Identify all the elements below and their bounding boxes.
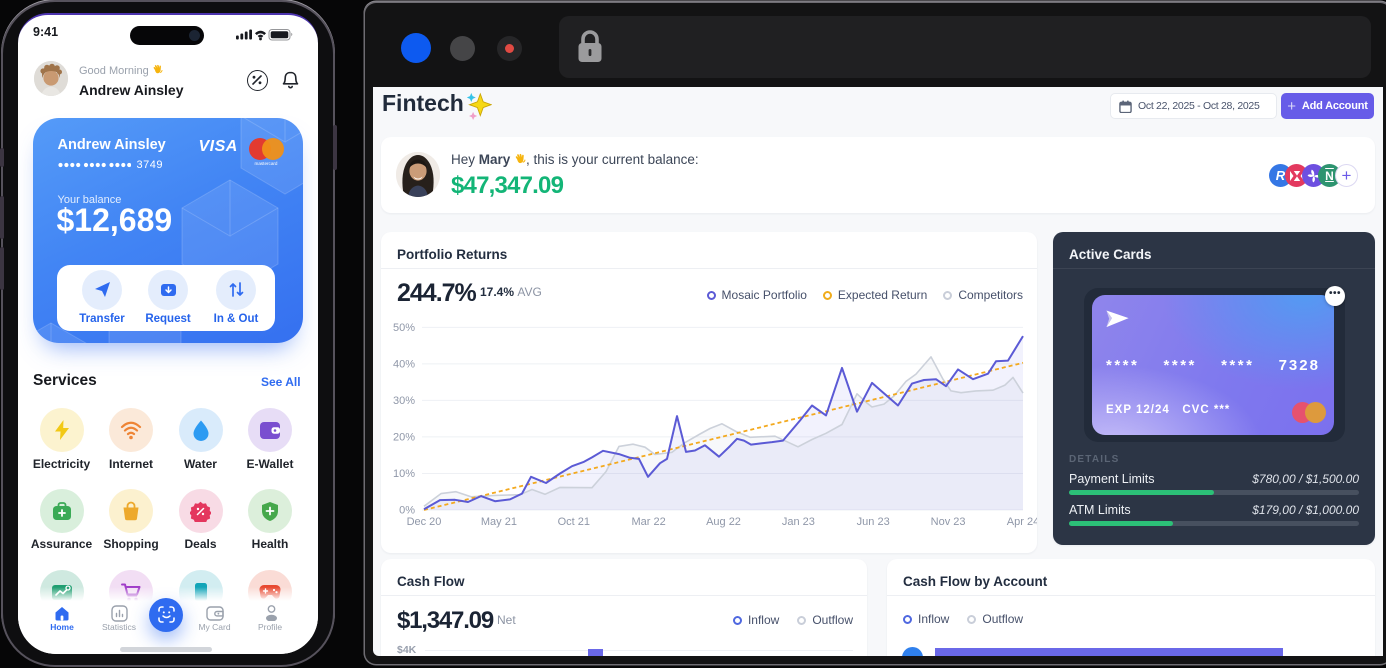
svg-text:0%: 0% (399, 505, 415, 517)
svg-text:40%: 40% (393, 358, 415, 370)
svg-text:Oct 21: Oct 21 (558, 516, 590, 528)
svg-text:Apr 24: Apr 24 (1007, 516, 1037, 528)
svg-text:Jan 23: Jan 23 (782, 516, 815, 528)
svg-text:mastercard: mastercard (254, 161, 277, 166)
svg-text:Nov 23: Nov 23 (931, 516, 966, 528)
svg-text:20%: 20% (393, 431, 415, 443)
svg-text:30%: 30% (393, 395, 415, 407)
svg-text:50%: 50% (393, 322, 415, 334)
svg-text:Jun 23: Jun 23 (857, 516, 890, 528)
svg-text:May 21: May 21 (481, 516, 517, 528)
svg-text:10%: 10% (393, 468, 415, 480)
svg-text:Aug 22: Aug 22 (706, 516, 741, 528)
svg-text:Mar 22: Mar 22 (631, 516, 665, 528)
svg-text:Dec 20: Dec 20 (407, 516, 442, 528)
